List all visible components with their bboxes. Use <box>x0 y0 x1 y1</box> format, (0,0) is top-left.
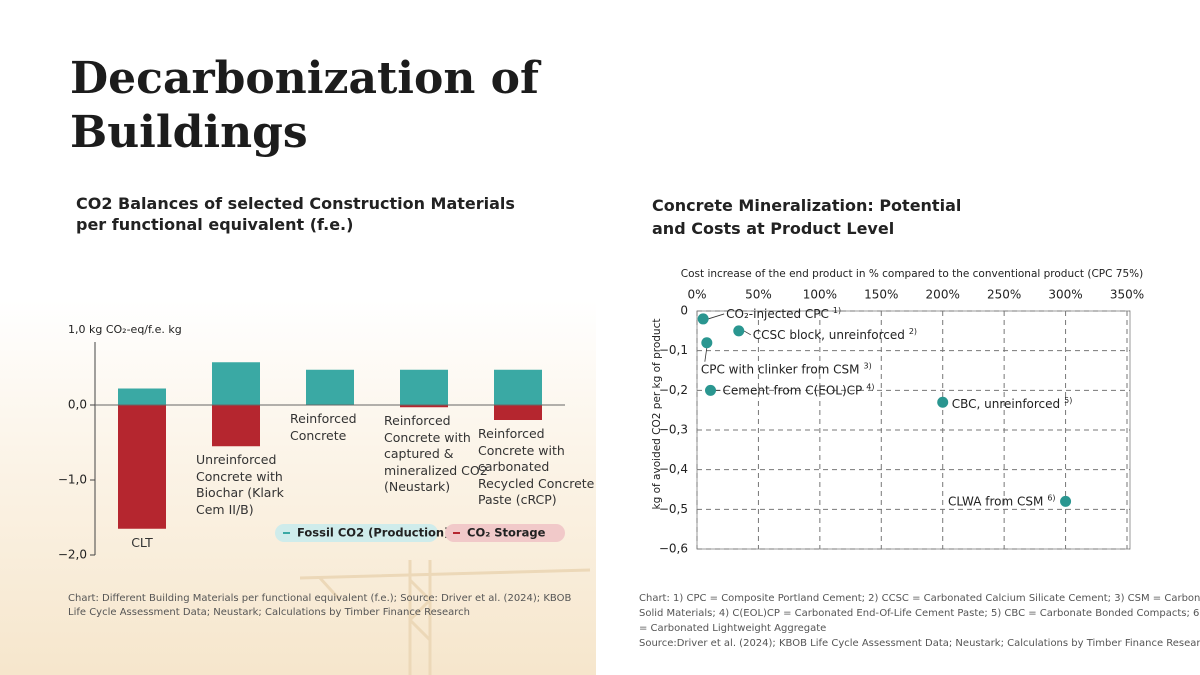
x-tick-label: 100% <box>803 288 837 302</box>
x-tick-label: Unreinforced Concrete with Biochar (Klar… <box>196 452 284 517</box>
crane-decoration <box>299 560 591 675</box>
chart-title: Concrete Mineralization: Potential and C… <box>652 196 962 238</box>
point <box>937 396 949 408</box>
bar <box>306 369 354 405</box>
background <box>0 300 596 675</box>
point-label-group: CO₂-injected CPC 1) <box>726 305 841 320</box>
y-tick-label: −0,4 <box>659 462 688 476</box>
point-note: 1) <box>833 305 841 314</box>
chart-caption: Chart: 1) CPC = Composite Portland Cemen… <box>639 593 1200 604</box>
point-label: CCSC block, unreinforced <box>753 327 905 341</box>
point-label-group: CBC, unreinforced 5) <box>952 396 1073 411</box>
point <box>697 313 709 325</box>
y-axis-label: 1,0 kg CO₂-eq/f.e. kg <box>68 323 182 336</box>
bar <box>494 369 542 405</box>
y-tick-label: −0,5 <box>659 502 688 516</box>
bar <box>212 362 260 405</box>
point <box>705 384 717 396</box>
y-tick-label: 0 <box>680 304 688 318</box>
point <box>733 325 745 337</box>
y-tick-label: 0,0 <box>68 398 87 412</box>
leader-line <box>708 313 725 320</box>
chart-title: CO2 Balances of selected Construction Ma… <box>76 194 515 234</box>
bar <box>494 405 542 420</box>
x-tick-label: Reinforced Concrete with carbonated Recy… <box>478 426 595 507</box>
legend-label: CO₂ Storage <box>467 526 546 540</box>
leader-line <box>704 347 708 362</box>
point-note: 5) <box>1064 396 1072 405</box>
x-tick-label: Reinforced Concrete with captured & mine… <box>384 413 488 495</box>
point-label: Cement from C(EOL)CP <box>723 383 863 397</box>
point-label: CPC with clinker from CSM <box>701 362 860 376</box>
page-title: Decarbonization of Buildings <box>70 53 539 158</box>
x-axis-label: Cost increase of the end product in % co… <box>681 268 1143 280</box>
point-label-group: CLWA from CSM 6) <box>948 493 1056 508</box>
bar <box>118 388 166 405</box>
y-tick-label: −0,1 <box>659 343 688 357</box>
bar <box>118 405 166 529</box>
y-tick-label: −1,0 <box>58 473 87 487</box>
y-tick-label: −0,6 <box>659 542 688 556</box>
legend-swatch-bg <box>275 524 438 542</box>
point-label-group: CCSC block, unreinforced 2) <box>753 326 917 341</box>
point-label: CO₂-injected CPC <box>726 306 829 320</box>
legend-swatch-bg <box>445 524 565 542</box>
point-label: CLWA from CSM <box>948 494 1043 508</box>
point-label-group: Cement from C(EOL)CP 4) <box>723 382 875 397</box>
x-tick-label: 200% <box>926 288 960 302</box>
y-axis-label: kg of avoided CO2 per kg of product <box>651 319 663 510</box>
chart-caption: Source:Driver et al. (2024); KBOB Life C… <box>639 638 1200 649</box>
bar <box>212 405 260 447</box>
point-note: 3) <box>864 361 872 370</box>
chart-caption: Chart: Different Building Materials per … <box>68 593 572 618</box>
x-tick-label: 50% <box>745 288 772 302</box>
x-tick-label: CLT <box>131 534 153 550</box>
chart-caption: = Carbonated Lightweight Aggregate <box>639 623 826 634</box>
y-tick-label: −0,3 <box>659 423 688 437</box>
bar <box>400 405 448 408</box>
x-tick-label: 350% <box>1110 288 1144 302</box>
x-tick-label: 150% <box>864 288 898 302</box>
y-tick-label: −2,0 <box>58 548 87 562</box>
bar <box>400 369 448 405</box>
x-tick-label: 0% <box>687 288 706 302</box>
point <box>701 337 713 349</box>
point <box>1060 495 1072 507</box>
leader-line <box>743 330 751 336</box>
x-tick-label: 300% <box>1048 288 1082 302</box>
x-tick-label: Reinforced Concrete <box>290 411 357 443</box>
point-note: 6) <box>1047 493 1055 502</box>
x-tick-label: 250% <box>987 288 1021 302</box>
chart-caption: Solid Materials; 4) C(EOL)CP = Carbonate… <box>639 608 1200 619</box>
point-note: 4) <box>866 382 874 391</box>
y-tick-label: −0,2 <box>659 383 688 397</box>
point-label-group: CPC with clinker from CSM 3) <box>701 361 872 376</box>
point-note: 2) <box>909 326 917 335</box>
point-label: CBC, unreinforced <box>952 397 1060 411</box>
legend-label: Fossil CO2 (Production) <box>297 526 449 540</box>
